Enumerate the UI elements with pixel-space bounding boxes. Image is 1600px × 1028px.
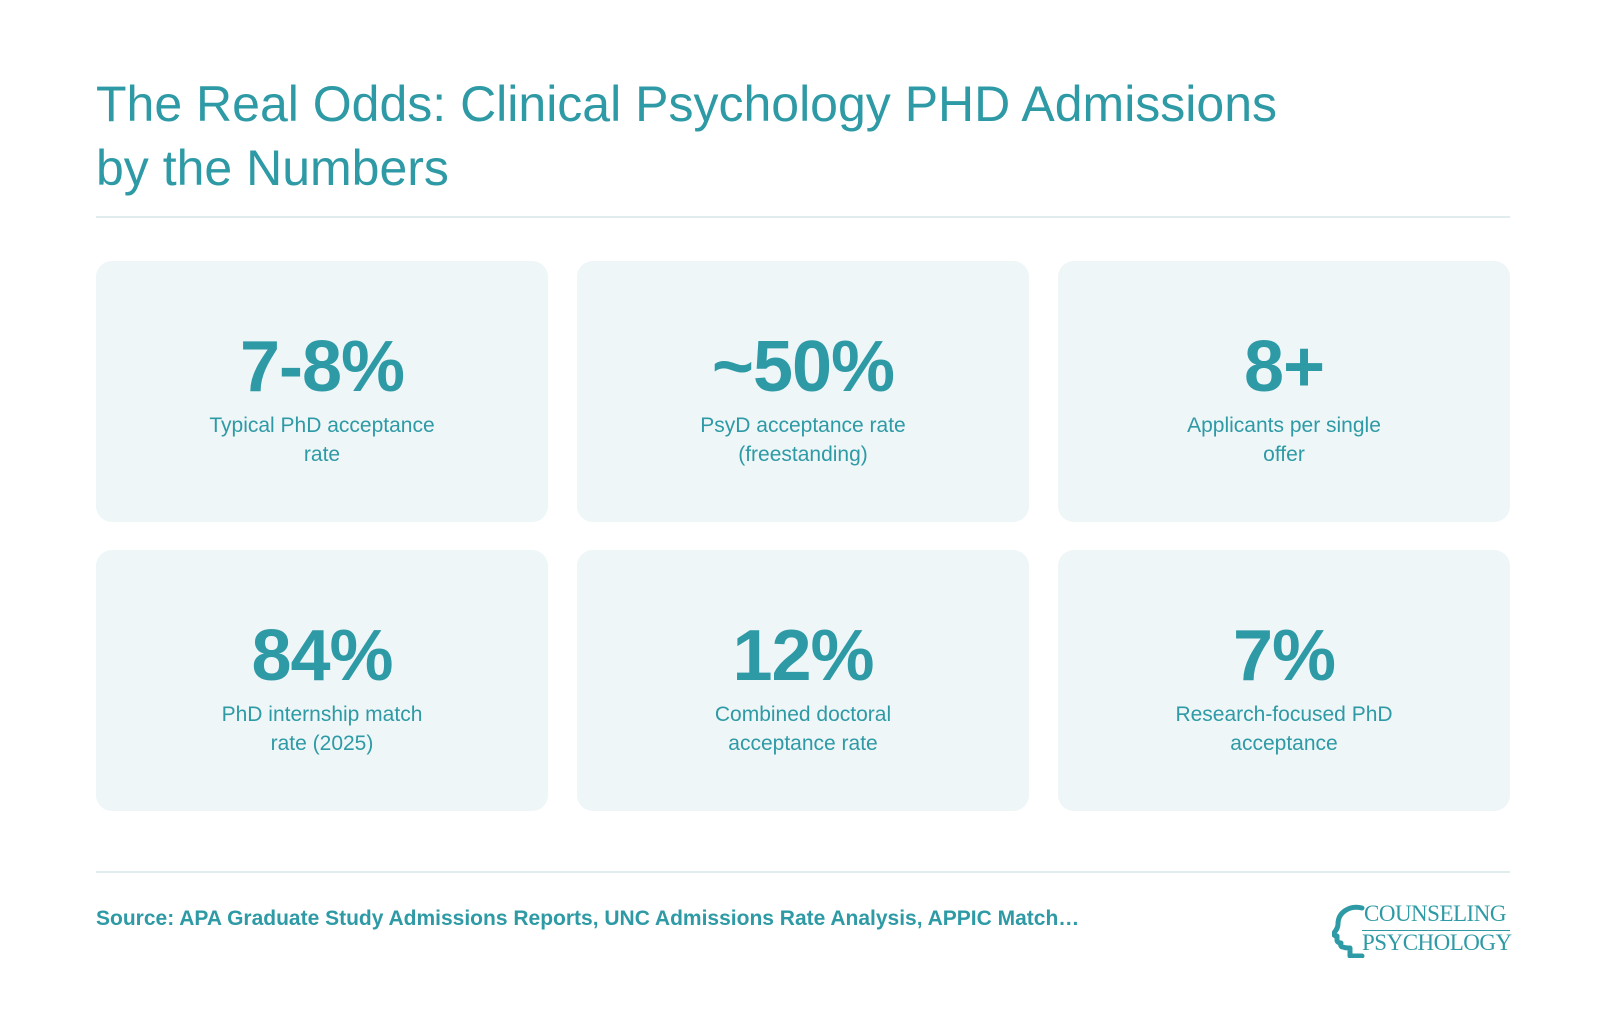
stat-label-line: Research-focused PhD	[1175, 703, 1393, 726]
title-line-2: by the Numbers	[96, 140, 449, 196]
logo-divider	[1362, 930, 1510, 931]
stat-value: 84%	[251, 616, 393, 696]
stat-value: ~50%	[711, 327, 895, 407]
source-citation: Source: APA Graduate Study Admissions Re…	[96, 907, 1080, 930]
logo-wordmark-top: COUNSELING	[1364, 901, 1506, 926]
stat-card: 7-8% Typical PhD acceptance rate	[96, 261, 548, 522]
stat-label: Combined doctoral acceptance rate	[678, 700, 928, 758]
stat-label-line: acceptance rate	[728, 732, 878, 755]
stat-label-line: rate	[303, 443, 341, 466]
stat-label-line: Typical PhD acceptance	[209, 414, 435, 437]
stat-label-line: Combined doctoral	[714, 703, 892, 726]
title-line-1: The Real Odds: Clinical Psychology PHD A…	[96, 76, 1278, 132]
stat-label-line: (freestanding)	[738, 443, 868, 466]
brand-logo: COUNSELING PSYCHOLOGY	[1332, 900, 1512, 960]
stat-label: Research-focused PhD acceptance	[1159, 700, 1409, 758]
stat-label-line: PhD internship match	[221, 703, 423, 726]
head-profile-icon	[1332, 904, 1366, 958]
top-divider	[96, 216, 1510, 218]
stat-value: 12%	[732, 616, 874, 696]
stat-label: Applicants per single offer	[1159, 411, 1409, 469]
stat-value: 7-8%	[239, 327, 405, 407]
stat-card: 7% Research-focused PhD acceptance	[1058, 550, 1510, 811]
stat-label-line: PsyD acceptance rate	[700, 414, 906, 437]
stat-card: 8+ Applicants per single offer	[1058, 261, 1510, 522]
logo-wordmark-bottom: PSYCHOLOGY	[1362, 930, 1512, 955]
stat-label: PhD internship match rate (2025)	[197, 700, 447, 758]
infographic: The Real Odds: Clinical Psychology PHD A…	[96, 0, 1512, 1028]
stat-label-line: Applicants per single	[1187, 414, 1381, 437]
stat-card: ~50% PsyD acceptance rate (freestanding)	[577, 261, 1029, 522]
stat-card: 84% PhD internship match rate (2025)	[96, 550, 548, 811]
bottom-divider	[96, 871, 1510, 873]
stat-value: 7%	[1232, 616, 1336, 696]
stat-label-line: acceptance	[1230, 732, 1338, 755]
stat-label: Typical PhD acceptance rate	[197, 411, 447, 469]
stat-label: PsyD acceptance rate (freestanding)	[678, 411, 928, 469]
stats-grid: 7-8% Typical PhD acceptance rate ~50% Ps…	[96, 261, 1510, 811]
page-title: The Real Odds: Clinical Psychology PHD A…	[96, 72, 1396, 200]
stat-label-line: offer	[1263, 443, 1305, 466]
stat-value: 8+	[1243, 327, 1325, 407]
stat-label-line: rate (2025)	[270, 732, 374, 755]
stat-card: 12% Combined doctoral acceptance rate	[577, 550, 1029, 811]
